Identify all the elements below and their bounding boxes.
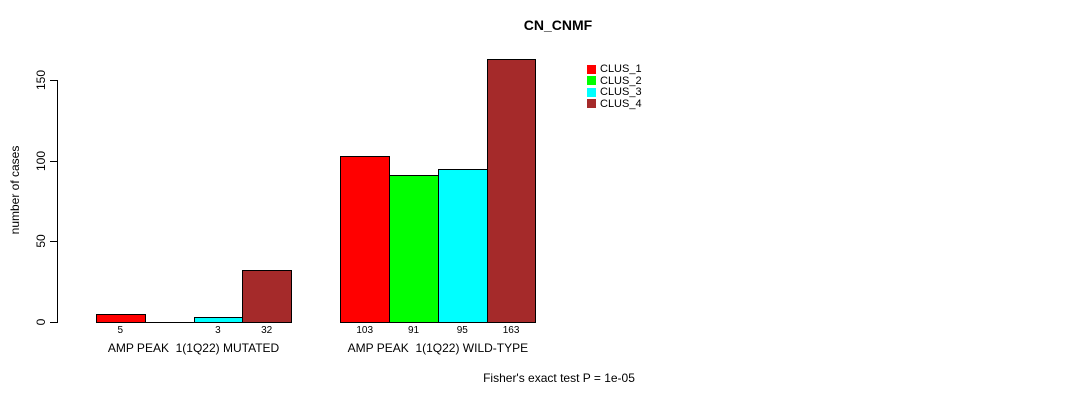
bar-value-label: 32 — [261, 324, 273, 336]
bar-value-label: 3 — [215, 324, 221, 336]
legend-swatch-clus_1 — [586, 64, 596, 74]
bar-clus_4-group1 — [242, 270, 293, 323]
bar-value-label: 103 — [356, 324, 374, 336]
y-axis-tick — [50, 321, 57, 323]
bar-value-label: 5 — [117, 324, 124, 336]
legend-label-clus_4: CLUS_4 — [600, 97, 642, 110]
bar-clus_1-group2 — [340, 155, 391, 323]
bar-clus_1-group1 — [95, 313, 146, 323]
legend-swatch-clus_2 — [586, 76, 596, 86]
fisher-test-note: Fisher's exact test P = 1e-05 — [483, 371, 635, 385]
legend-swatch-clus_3 — [586, 87, 596, 97]
bar-clus_2-group2 — [389, 175, 439, 323]
y-axis-line — [57, 80, 58, 323]
chart-title: CN_CNMF — [523, 17, 593, 33]
legend-label-clus_1: CLUS_1 — [600, 63, 642, 75]
y-axis-tick — [50, 241, 57, 243]
y-axis-tick — [50, 160, 57, 162]
bar-value-label: 95 — [456, 324, 468, 336]
x-axis-group-label: AMP PEAK 1(1Q22) WILD-TYPE — [347, 340, 529, 355]
bar-clus_2-group1-zero — [144, 321, 195, 323]
legend-swatch-clus_4 — [586, 99, 596, 109]
bar-clus_3-group2 — [437, 168, 488, 323]
legend-label-clus_3: CLUS_3 — [600, 86, 642, 99]
y-axis-tick — [50, 80, 57, 81]
bar-clus_4-group2 — [486, 59, 537, 323]
bar-value-label: 163 — [502, 324, 520, 336]
bar-value-label: 91 — [407, 324, 420, 336]
legend-label-clus_2: CLUS_2 — [600, 74, 642, 87]
x-axis-group-label: AMP PEAK 1(1Q22) MUTATED — [107, 340, 280, 355]
